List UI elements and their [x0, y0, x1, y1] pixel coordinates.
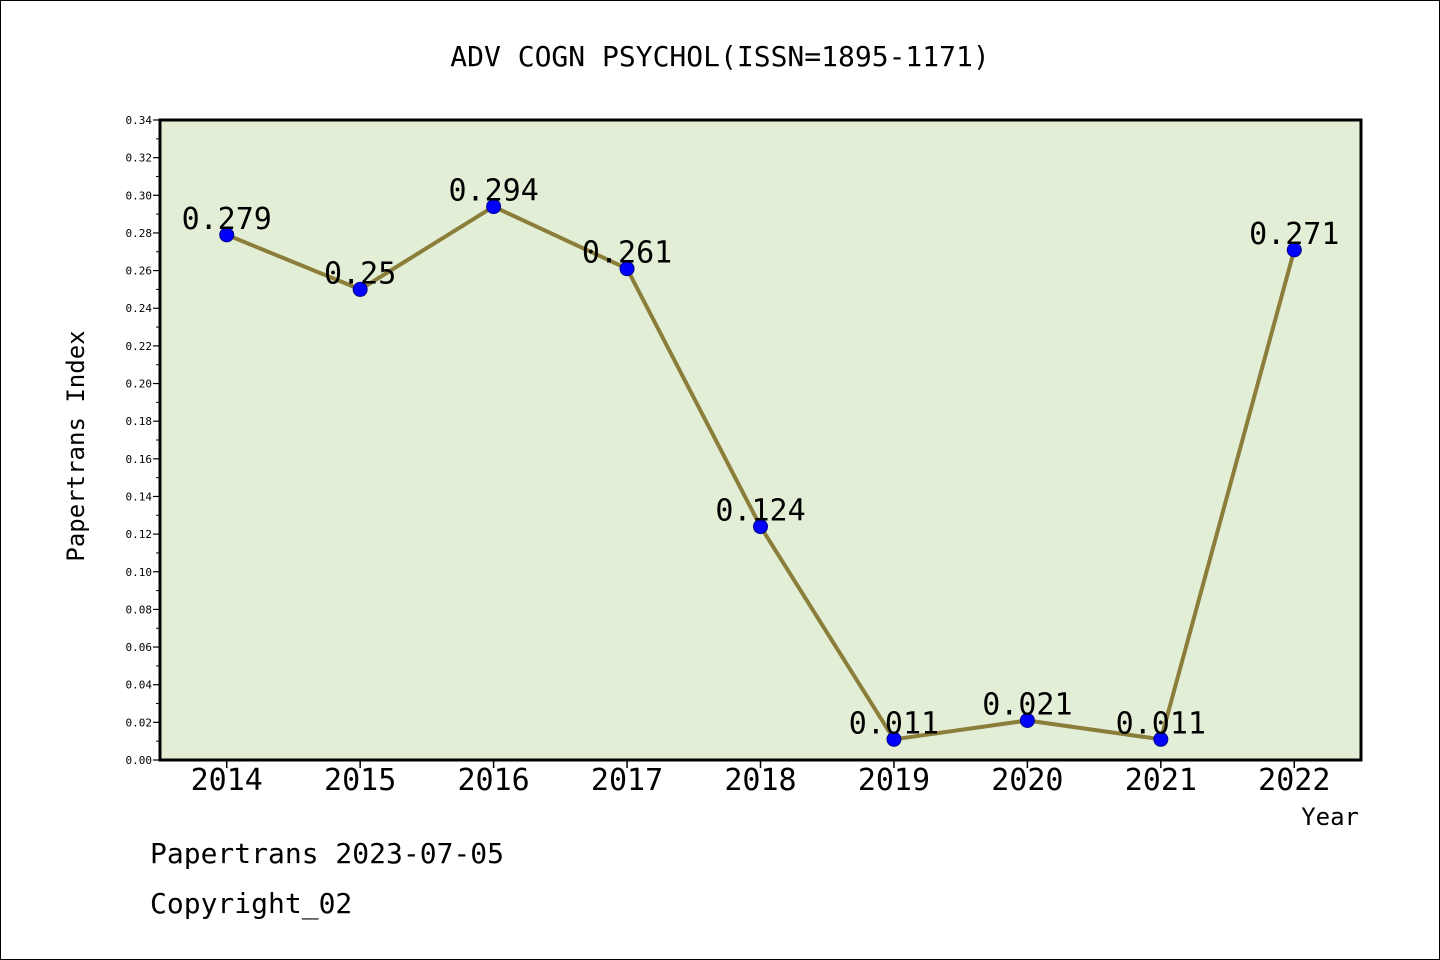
data-label: 0.261	[582, 236, 672, 271]
x-tick-label: 2022	[1258, 763, 1330, 798]
data-label: 0.25	[324, 256, 396, 291]
y-tick-label: 0.20	[126, 378, 153, 391]
data-label-group: 0.279 0.25 0.294 0.261 0.124 0.011 0.021 0.011 0…	[182, 174, 1340, 742]
data-label: 0.011	[1116, 706, 1206, 741]
y-tick-label: 0.16	[126, 453, 153, 466]
x-tick-label: 2017	[591, 763, 663, 798]
x-tick-label: 2016	[457, 763, 529, 798]
data-point-marker	[1153, 731, 1169, 747]
data-point-marker	[352, 281, 368, 297]
data-point-marker	[1286, 242, 1302, 258]
y-tick-label: 0.30	[126, 189, 153, 202]
y-tick-label: 0.04	[126, 679, 153, 692]
y-tick-label: 0.00	[126, 754, 153, 767]
y-tick-label: 0.14	[126, 490, 153, 503]
y-tick-label: 0.24	[126, 302, 153, 315]
x-tick-label: 2020	[991, 763, 1063, 798]
footer-copyright: Copyright_02	[150, 887, 352, 921]
data-label: 0.021	[982, 687, 1072, 722]
x-tick-label: 2015	[324, 763, 396, 798]
footer-date: Papertrans 2023-07-05	[150, 837, 504, 870]
x-tick-label: 2019	[858, 763, 930, 798]
y-tick-label: 0.34	[126, 114, 153, 127]
y-tick-label: 0.06	[126, 641, 153, 654]
y-tick-label: 0.28	[126, 227, 153, 240]
y-tick-label: 0.22	[126, 340, 153, 353]
plot-area	[158, 118, 1363, 762]
y-tick-label: 0.32	[126, 152, 153, 165]
data-point-marker	[219, 227, 235, 243]
x-tick-label: 2018	[724, 763, 796, 798]
y-tick-label: 0.18	[126, 415, 153, 428]
data-label: 0.294	[448, 174, 538, 209]
data-point-marker	[886, 731, 902, 747]
x-axis-label: Year	[1301, 803, 1359, 831]
y-tick-label: 0.10	[126, 566, 153, 579]
data-label: 0.124	[715, 494, 805, 529]
x-tick-label: 2014	[191, 763, 263, 798]
y-axis: 0.00 0.02 0.04 0.06 0.08 0.10 0.12 0.14 0.16 0.18…	[126, 114, 160, 767]
y-tick-label: 0.08	[126, 603, 153, 616]
data-label: 0.011	[849, 706, 939, 741]
data-point-marker	[486, 199, 502, 215]
series-line-group	[219, 199, 1302, 747]
data-label: 0.279	[182, 202, 272, 237]
y-tick-label: 0.26	[126, 265, 153, 278]
x-tick-label: 2021	[1125, 763, 1197, 798]
y-tick-label: 0.12	[126, 528, 153, 541]
data-label: 0.271	[1249, 217, 1339, 252]
chart-title: ADV COGN PSYCHOL(ISSN=1895-1171)	[450, 40, 989, 73]
data-point-marker	[753, 519, 768, 535]
x-axis: 2014 2015 2016 2017 2018 2019 2020 2021 2022	[191, 760, 1330, 798]
data-point-marker	[1019, 712, 1035, 728]
y-tick-label: 0.02	[126, 716, 153, 729]
data-point-marker	[619, 261, 635, 277]
y-axis-label: Papertrans Index	[62, 330, 90, 561]
